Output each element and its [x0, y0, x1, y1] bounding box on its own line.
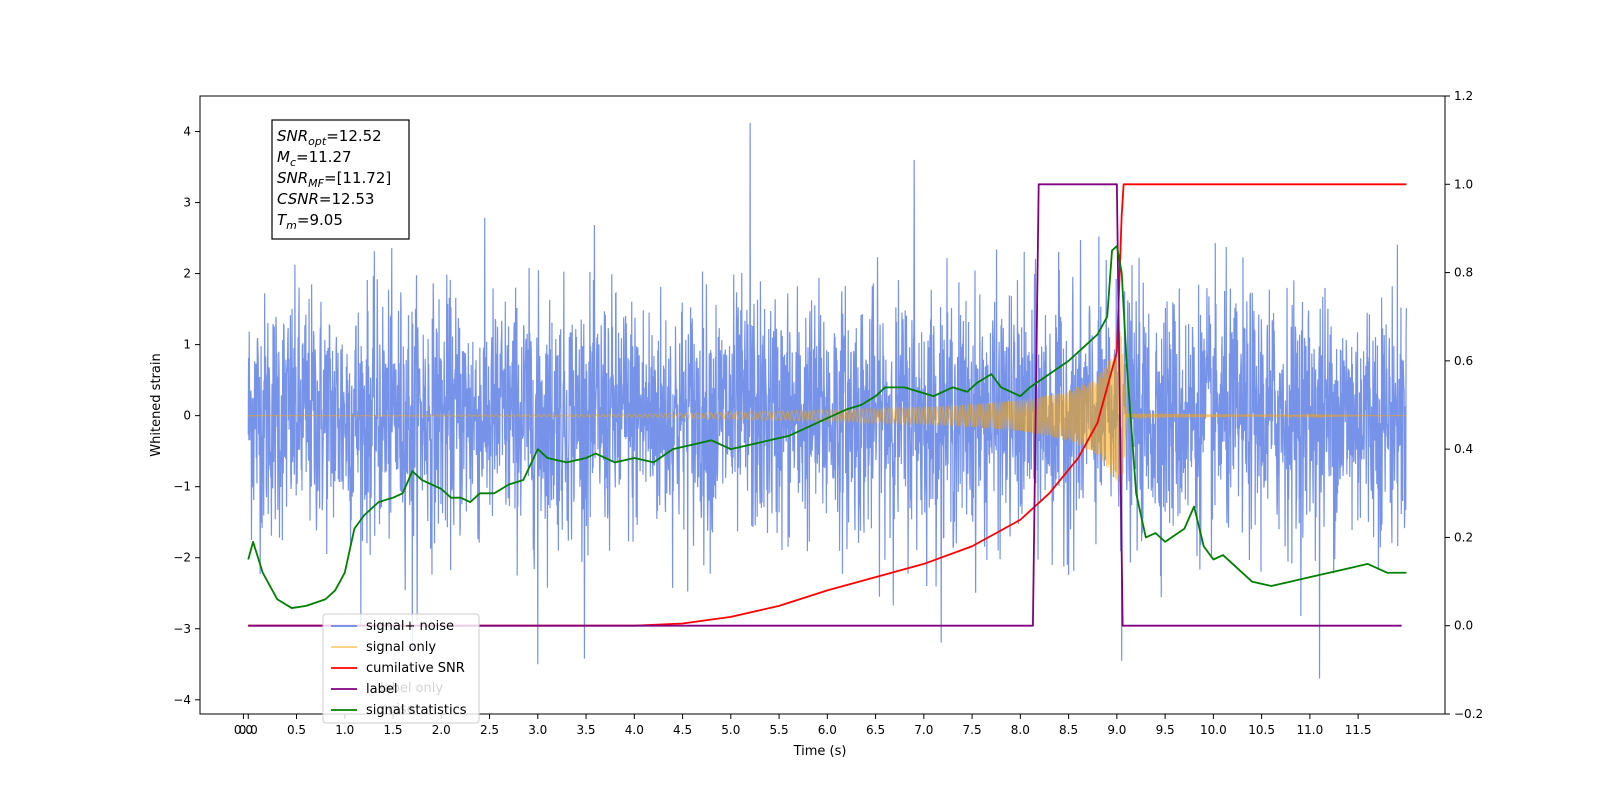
signal-statistics-line — [247, 245, 1407, 609]
x-tick-label: 8.5 — [1059, 723, 1078, 737]
y-left-tick-label: −4 — [173, 693, 191, 707]
x-tick-label: 3.0 — [528, 723, 547, 737]
signal-only-line — [248, 331, 1407, 500]
legend-frame — [322, 613, 480, 724]
y-right-tick-label: 0.0 — [1454, 619, 1473, 633]
x-tick-label: 2.5 — [480, 723, 499, 737]
y-left-tick-label: −1 — [173, 480, 191, 494]
y-axis-left-label: Whitened strain — [149, 353, 164, 456]
x-tick-label: 7.5 — [963, 723, 982, 737]
x-tick-label: 9.5 — [1156, 723, 1175, 737]
y-right-tick-label: 0.6 — [1454, 354, 1473, 368]
y-right-tick-label: 0.4 — [1454, 442, 1473, 456]
legend-entry-label: signal statistics — [366, 703, 467, 718]
annotation-line: SNRMF=[11.72] — [277, 169, 391, 190]
y-left-tick-label: 0 — [183, 409, 191, 423]
y-right-tick-label: 1.2 — [1454, 89, 1473, 103]
legend-entry-label: label — [366, 682, 397, 697]
y-axis-right-ticks: 1.2 1.0 0.8 0.6 0.4 0.2 0.0 −0.2 — [1445, 89, 1483, 721]
x-axis-label: Time (s) — [793, 744, 847, 759]
x-tick-label: 11.0 — [1297, 723, 1324, 737]
series-signal-plus-noise — [247, 122, 1407, 679]
y-left-tick-label: 4 — [183, 125, 191, 139]
x-tick-label: 10.0 — [1200, 723, 1227, 737]
legend-entry-label: signal only — [366, 640, 436, 655]
x-tick-label: 9.0 — [1107, 723, 1126, 737]
annotation-line: Mc=11.27 — [277, 148, 352, 169]
x-tick-label: 0.5 — [287, 723, 306, 737]
annotation-line: SNRopt=12.52 — [277, 127, 382, 148]
label-line — [248, 183, 1402, 627]
x-tick-label: 5.5 — [770, 723, 789, 737]
x-tick-label: 0.0 — [239, 723, 258, 737]
x-tick-label: 6.5 — [866, 723, 885, 737]
x-tick-label: 1.0 — [335, 723, 354, 737]
y-right-tick-label: 1.0 — [1454, 177, 1473, 191]
x-tick-label: 0.0 — [234, 723, 253, 737]
x-tick-label: 4.5 — [673, 723, 692, 737]
y-left-tick-label: −2 — [173, 551, 191, 565]
annotation-line: Tm=9.05 — [277, 211, 343, 232]
y-right-tick-label: 0.8 — [1454, 266, 1473, 280]
plot-frame — [199, 95, 1446, 715]
x-tick-label: 2.0 — [432, 723, 451, 737]
series-signal-statistics — [247, 245, 1407, 609]
legend-entry-label: signal+ noise — [366, 619, 454, 634]
y-left-tick-label: 2 — [183, 267, 191, 281]
x-tick-label: 3.5 — [576, 723, 595, 737]
signal-plus-noise-line — [247, 122, 1407, 679]
x-tick-label: 4.0 — [625, 723, 644, 737]
series-label — [248, 183, 1402, 627]
x-tick-label: 8.0 — [1011, 723, 1030, 737]
y-right-tick-label: −0.2 — [1454, 707, 1483, 721]
x-tick-label: 5.0 — [721, 723, 740, 737]
x-tick-label: 1.5 — [383, 723, 402, 737]
y-right-tick-label: 0.2 — [1454, 530, 1473, 544]
annotation-frame — [271, 119, 410, 240]
x-tick-label: 6.0 — [818, 723, 837, 737]
legend-entry-label: cumilative SNR — [366, 661, 465, 676]
y-left-tick-label: 1 — [183, 338, 191, 352]
annotation-box: SNRopt=12.52Mc=11.27SNRMF=[11.72]CSNR=12… — [271, 119, 410, 240]
x-axis-ticks: 0.00.0 0.5 1.0 1.5 2.0 2.5 3.0 3.5 4.0 4.5 5.0 5.5 6… — [234, 714, 1372, 737]
x-tick-label: 7.0 — [914, 723, 933, 737]
y-left-tick-label: −3 — [173, 622, 191, 636]
x-tick-label: 11.5 — [1345, 723, 1372, 737]
y-axis-left-ticks: 4 3 2 1 0 −1 −2 −3 −4 — [173, 125, 200, 707]
x-tick-label: 10.5 — [1248, 723, 1275, 737]
y-left-tick-label: 3 — [183, 196, 191, 210]
annotation-line: CSNR=12.53 — [277, 190, 374, 208]
series-signal-only — [248, 331, 1407, 500]
